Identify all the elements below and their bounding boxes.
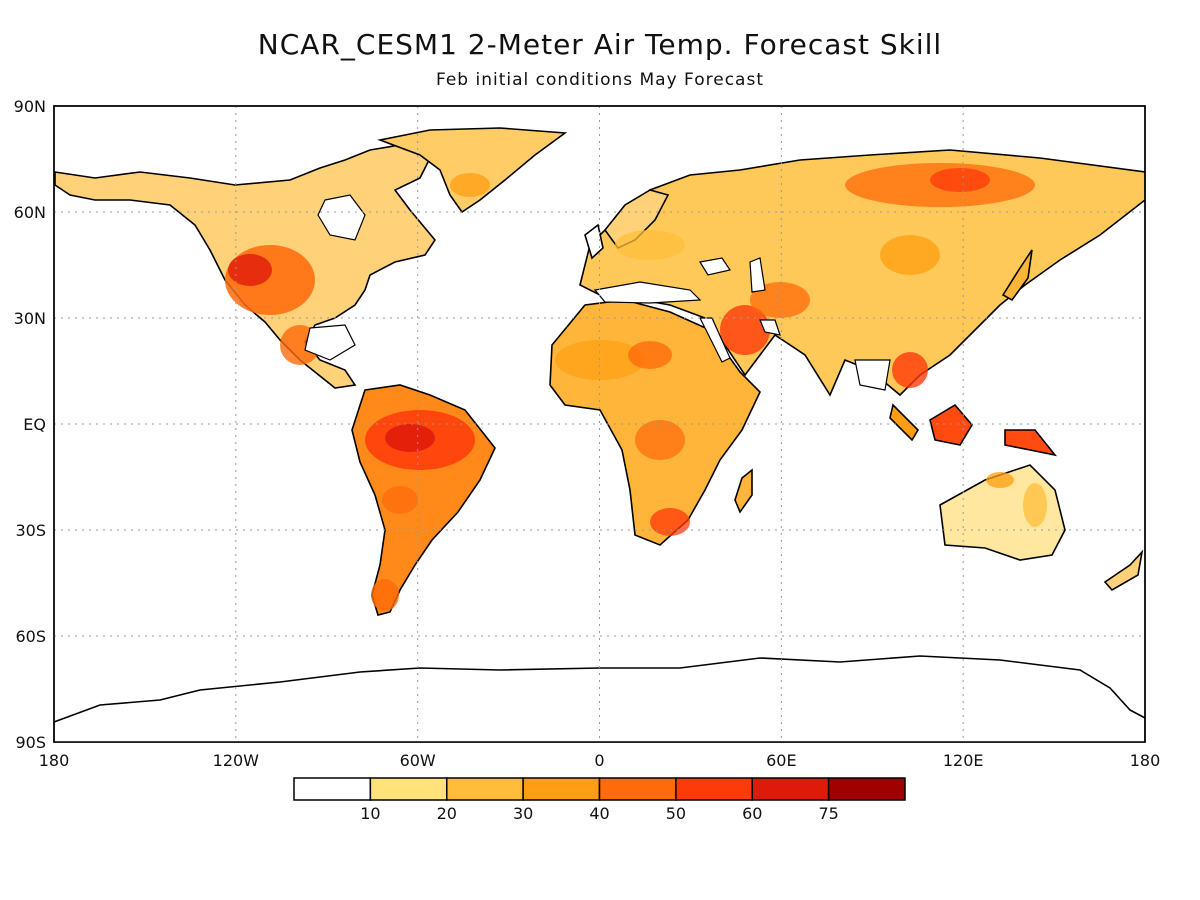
- hotspot-arabia: [720, 305, 770, 355]
- hudson-bay: [317, 194, 366, 241]
- hotspot-se-asia: [892, 352, 928, 388]
- bay-of-bengal: [854, 359, 891, 391]
- lat-label: 90S: [15, 733, 46, 752]
- inland-water: [304, 194, 891, 391]
- color-bar-labels: 10 20 30 40 50 60 75: [360, 804, 839, 823]
- lat-label: 30N: [14, 309, 46, 328]
- color-bar-label: 20: [437, 804, 457, 823]
- color-bar-swatch: [675, 777, 753, 801]
- hotspot-amazon-core: [385, 424, 435, 452]
- longitude-axis: 180 120W 60W 0 60E 120E 180: [39, 751, 1161, 770]
- hotspot-us-southwest: [228, 254, 272, 286]
- chart-subtitle: Feb initial conditions May Forecast: [435, 70, 764, 90]
- lon-label: 180: [1130, 751, 1161, 770]
- lat-label: 30S: [15, 521, 46, 540]
- color-bar-label: 60: [742, 804, 762, 823]
- caspian-sea: [749, 257, 766, 293]
- chart-title: NCAR_CESM1 2-Meter Air Temp. Forecast Sk…: [257, 28, 943, 61]
- color-bar-swatch: [751, 777, 830, 801]
- graticule: [54, 106, 1145, 742]
- hotspot-mongolia: [880, 235, 940, 275]
- hotspot-patagonia: [371, 579, 399, 611]
- color-bar-label: 10: [360, 804, 380, 823]
- hotspot-central-africa: [635, 420, 685, 460]
- color-bar: [293, 777, 906, 801]
- color-bar-swatch: [598, 777, 677, 801]
- greenland: [377, 127, 568, 214]
- color-bar-swatch: [369, 777, 448, 801]
- color-bar-swatch: [522, 777, 601, 801]
- sumatra: [889, 403, 920, 442]
- mediterranean: [593, 281, 702, 304]
- color-bar-label: 75: [818, 804, 838, 823]
- color-bar-swatch: [827, 777, 906, 801]
- lat-label: EQ: [23, 415, 46, 434]
- skill-hotspots: [225, 163, 1047, 611]
- black-sea: [699, 257, 731, 276]
- hotspot-iran: [750, 282, 810, 318]
- antarctica: [54, 655, 1145, 742]
- new-zealand: [1103, 549, 1144, 592]
- gulf-of-mexico: [304, 324, 356, 361]
- color-bar-label: 40: [589, 804, 609, 823]
- hotspot-australia-east: [1023, 483, 1047, 527]
- lon-label: 60W: [400, 751, 436, 770]
- lon-label: 180: [39, 751, 70, 770]
- new-guinea: [1004, 429, 1057, 457]
- borneo: [929, 403, 973, 446]
- japan: [1001, 249, 1033, 302]
- hotspot-south-brazil: [382, 486, 418, 514]
- lon-label: 60E: [766, 751, 796, 770]
- lat-label: 60N: [14, 203, 46, 222]
- map-border: [53, 105, 1146, 743]
- lat-label: 90N: [14, 97, 46, 116]
- british-isles: [584, 223, 604, 260]
- hotspot-east-siberia: [930, 168, 990, 192]
- madagascar: [734, 468, 753, 514]
- hotspot-greenland: [450, 173, 490, 197]
- color-bar-label: 30: [513, 804, 533, 823]
- hotspot-west-africa: [628, 341, 672, 369]
- latitude-axis: 90N 60N 30N EQ 30S 60S 90S: [14, 97, 46, 752]
- color-bar-swatch: [293, 777, 372, 801]
- red-sea: [699, 317, 731, 363]
- persian-gulf: [759, 319, 781, 336]
- hotspot-australia-north: [986, 472, 1014, 488]
- lon-label: 120E: [943, 751, 984, 770]
- color-bar-label: 50: [666, 804, 686, 823]
- lon-label: 0: [594, 751, 604, 770]
- hotspot-europe: [615, 230, 685, 260]
- color-bar-swatch: [446, 777, 524, 801]
- hotspot-south-africa: [650, 508, 690, 536]
- lat-label: 60S: [15, 627, 46, 646]
- lon-label: 120W: [213, 751, 260, 770]
